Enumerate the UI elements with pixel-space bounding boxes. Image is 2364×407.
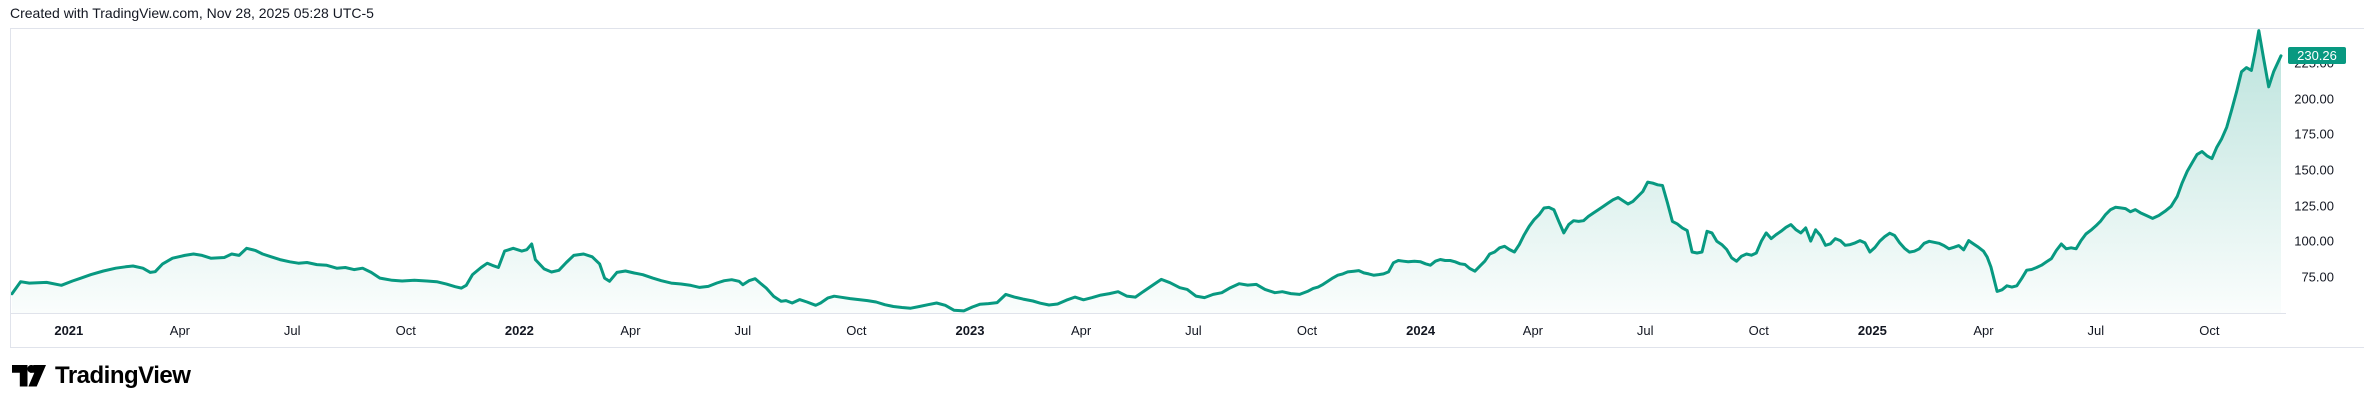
time-tick-label-oct: Oct	[1748, 323, 1769, 338]
price-tick-label-175.00: 175.00	[2294, 126, 2334, 142]
time-axis[interactable]: 2021 Apr Jul Oct 2022 Apr Jul Oct 2023 Apr Jul Oct 2…	[0, 313, 2364, 347]
time-tick-label-apr: Apr	[1070, 323, 1092, 338]
time-tick-label-apr: Apr	[1522, 323, 1544, 338]
time-tick-label-2023: 2023	[955, 323, 985, 338]
time-tick-label-2022: 2022	[504, 323, 534, 338]
pane-top-border	[10, 28, 2364, 29]
time-tick-label-oct: Oct	[2199, 323, 2220, 338]
time-tick-label-jul: Jul	[283, 323, 301, 338]
pane-bottom-border	[10, 313, 2286, 314]
last-price-badge: 230.26	[2288, 47, 2346, 65]
time-tick-label-oct: Oct	[1296, 323, 1318, 338]
tradingview-logo-icon	[12, 364, 46, 386]
price-tick-label-125.00: 125.00	[2294, 198, 2334, 214]
price-tick-label-200.00: 200.00	[2294, 91, 2334, 107]
price-tick-label-75.00: 75.00	[2301, 269, 2334, 285]
time-tick-label-2024: 2024	[1406, 323, 1436, 338]
tradingview-logo-link[interactable]: TradingView	[12, 362, 191, 389]
area-fill	[12, 30, 2281, 313]
time-tick-label-apr: Apr	[620, 323, 641, 338]
time-tick-label-apr: Apr	[169, 323, 191, 338]
time-tick-label-oct: Oct	[395, 323, 416, 338]
price-tick-label-100.00: 100.00	[2294, 233, 2334, 249]
time-tick-label-oct: Oct	[846, 323, 867, 338]
time-tick-label-2025: 2025	[1857, 323, 1887, 338]
price-tick-label-150.00: 150.00	[2294, 162, 2334, 178]
time-tick-label-jul: Jul	[1185, 323, 1202, 338]
time-tick-label-apr: Apr	[1973, 323, 1994, 338]
tradingview-logo-text: TradingView	[55, 362, 191, 389]
time-tick-label-jul: Jul	[2087, 323, 2105, 338]
time-tick-label-jul: Jul	[734, 323, 752, 338]
price-axis[interactable]: 225.00200.00175.00150.00125.00100.0075.0…	[2286, 28, 2364, 313]
attribution-text: Created with TradingView.com, Nov 28, 20…	[10, 5, 374, 21]
price-line	[10, 29, 2283, 313]
pane-left-border	[10, 28, 11, 347]
time-axis-bottom-border	[10, 347, 2364, 348]
time-tick-label-2021: 2021	[54, 323, 84, 338]
time-tick-label-jul: Jul	[1636, 323, 1654, 338]
